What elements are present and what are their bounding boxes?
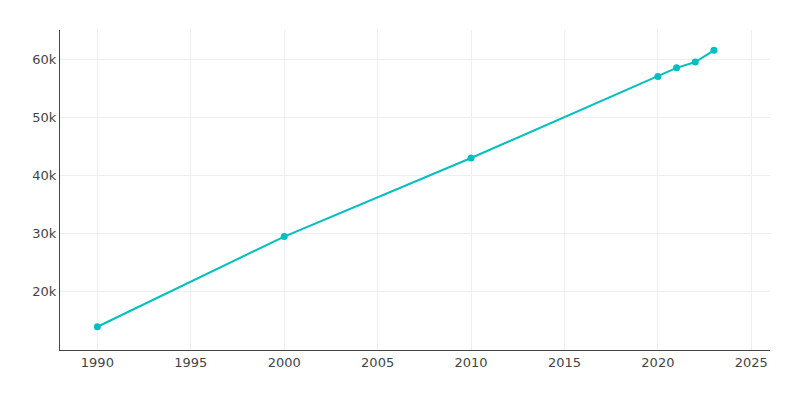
svg-text:2000: 2000 [268, 355, 301, 370]
svg-text:60k: 60k [32, 52, 57, 67]
svg-text:2005: 2005 [361, 355, 394, 370]
svg-text:1990: 1990 [81, 355, 114, 370]
svg-text:2010: 2010 [455, 355, 488, 370]
svg-text:30k: 30k [32, 226, 57, 241]
svg-text:2025: 2025 [735, 355, 768, 370]
svg-text:20k: 20k [32, 284, 57, 299]
svg-text:40k: 40k [32, 168, 57, 183]
svg-text:2015: 2015 [548, 355, 581, 370]
svg-text:50k: 50k [32, 110, 57, 125]
svg-text:1995: 1995 [174, 355, 207, 370]
svg-text:2020: 2020 [641, 355, 674, 370]
